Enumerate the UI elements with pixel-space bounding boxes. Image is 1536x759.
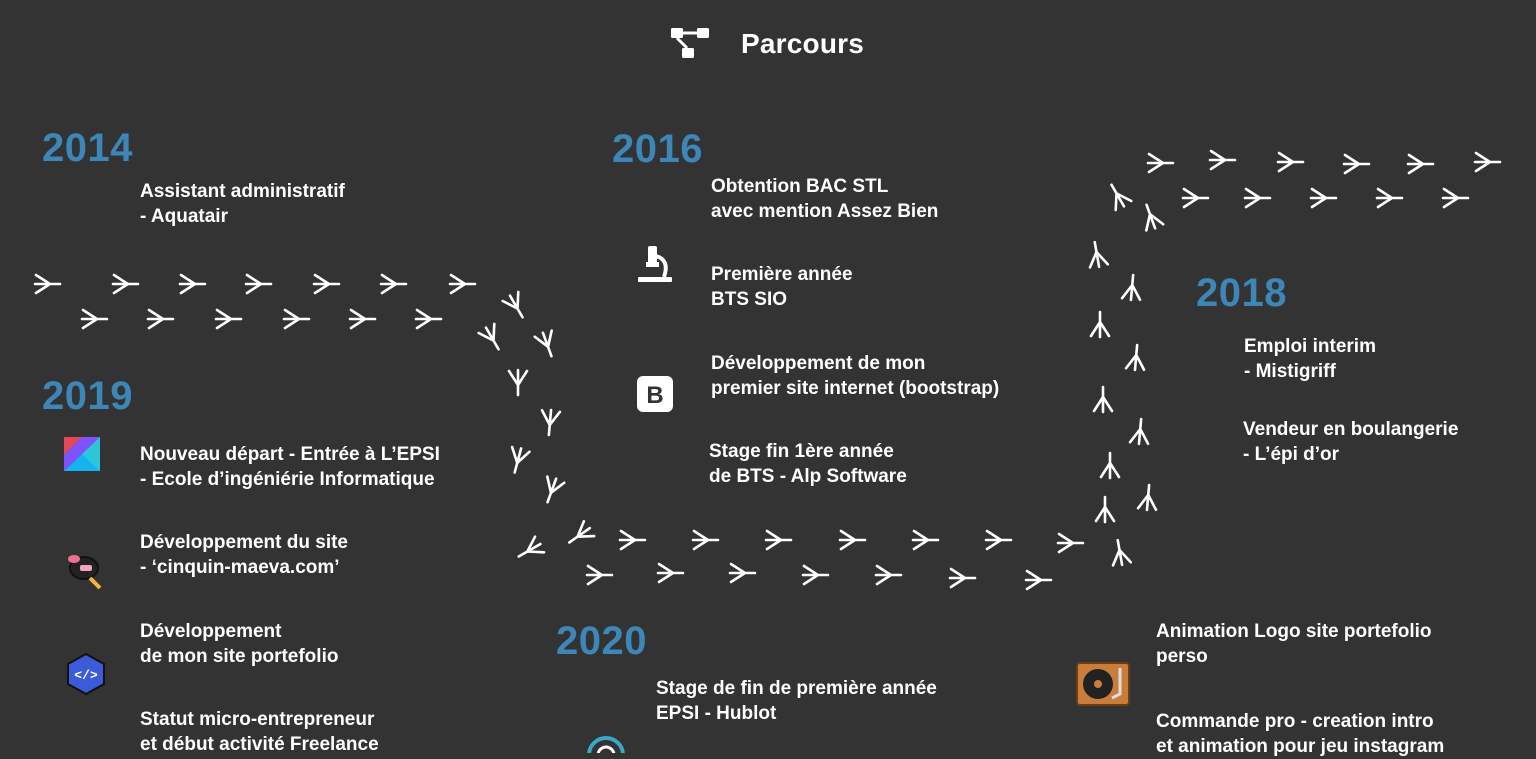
entry-bts-sio: Première année BTS SIO bbox=[711, 264, 853, 310]
bird-footprint-icon bbox=[244, 273, 273, 295]
bird-footprint-icon bbox=[911, 529, 940, 551]
sitemap-icon bbox=[671, 28, 709, 58]
bird-footprint-icon bbox=[691, 529, 720, 551]
bird-footprint-icon bbox=[1375, 187, 1404, 209]
entry-mistigriff: Emploi interim - Mistigriff bbox=[1244, 336, 1376, 382]
entry-stage-hublot: Stage de fin de première année EPSI - Hub… bbox=[656, 678, 937, 724]
bird-footprint-icon bbox=[414, 308, 443, 330]
entry-micro-entrepreneur: Statut micro-entrepreneur et début activi… bbox=[140, 709, 379, 755]
bird-footprint-icon bbox=[1111, 538, 1133, 567]
bird-footprint-icon bbox=[618, 529, 647, 551]
bootstrap-icon: B bbox=[637, 376, 673, 412]
bird-footprint-icon bbox=[1146, 152, 1175, 174]
turntable-icon bbox=[1076, 662, 1130, 706]
entry-boulangerie: Vendeur en boulangerie - L’épi d’or bbox=[1243, 419, 1459, 465]
bird-footprint-icon bbox=[80, 308, 109, 330]
code-icon: </> bbox=[67, 652, 105, 696]
entry-assistant-administratif: Assistant administratif - Aquatair bbox=[140, 181, 345, 227]
bird-footprint-icon bbox=[728, 562, 757, 584]
entry-epsi: Nouveau départ - Entrée à L’EPSI - Ecole … bbox=[140, 444, 440, 490]
svg-text:B: B bbox=[646, 382, 663, 409]
bird-footprint-icon bbox=[1128, 417, 1150, 446]
bird-footprint-icon bbox=[533, 329, 553, 358]
bird-footprint-icon bbox=[1181, 187, 1210, 209]
svg-text:</>: </> bbox=[74, 668, 98, 683]
bird-footprint-icon bbox=[838, 529, 867, 551]
page-title: Parcours bbox=[741, 28, 864, 59]
makeup-icon bbox=[68, 555, 102, 590]
bird-footprint-icon bbox=[1089, 310, 1111, 339]
entry-commande-pro: Commande pro - creation intro et animatio… bbox=[1156, 711, 1445, 757]
microscope-icon bbox=[638, 246, 672, 282]
bird-footprint-icon bbox=[948, 567, 977, 589]
bird-footprint-icon bbox=[585, 564, 614, 586]
year-2016: 2016 bbox=[612, 127, 703, 171]
bird-footprint-icon bbox=[568, 520, 596, 544]
entry-portefolio: Développement de mon site portefolio bbox=[140, 621, 339, 667]
bird-footprint-icon bbox=[507, 368, 529, 397]
bird-footprint-icon bbox=[178, 273, 207, 295]
year-2020: 2020 bbox=[556, 619, 647, 663]
year-2019: 2019 bbox=[42, 374, 133, 418]
bird-footprint-icon bbox=[348, 308, 377, 330]
bird-footprint-icon bbox=[1110, 183, 1133, 212]
bird-footprint-icon bbox=[1088, 240, 1110, 269]
bird-footprint-icon bbox=[801, 564, 830, 586]
year-2018: 2018 bbox=[1196, 271, 1287, 315]
kotlin-icon bbox=[64, 437, 100, 471]
bird-footprint-icon bbox=[448, 273, 477, 295]
bird-footprint-icon bbox=[1056, 532, 1085, 554]
year-2014: 2014 bbox=[42, 126, 133, 170]
bird-footprint-icon bbox=[146, 308, 175, 330]
bird-footprint-icon bbox=[111, 273, 140, 295]
bird-footprint-icon bbox=[1342, 153, 1371, 175]
entry-animation-logo: Animation Logo site portefolio perso bbox=[1156, 621, 1432, 667]
bird-footprint-icon bbox=[874, 564, 903, 586]
bird-footprint-icon bbox=[1094, 495, 1116, 524]
bird-footprint-icon bbox=[510, 445, 531, 474]
bird-footprint-icon bbox=[517, 535, 546, 558]
entry-stage-alp-software: Stage fin 1ère année de BTS - Alp Softwar… bbox=[709, 441, 907, 487]
bird-footprint-icon bbox=[764, 529, 793, 551]
bird-footprint-icon bbox=[1276, 151, 1305, 173]
bird-footprint-icon bbox=[984, 529, 1013, 551]
bird-footprint-icon bbox=[1208, 149, 1237, 171]
bird-footprint-icon bbox=[1243, 187, 1272, 209]
bird-footprint-icon bbox=[1024, 569, 1053, 591]
bird-footprint-icon bbox=[379, 273, 408, 295]
bird-footprint-icon bbox=[546, 475, 566, 504]
bird-footprint-icon bbox=[1309, 187, 1338, 209]
bird-footprint-icon bbox=[1145, 203, 1165, 232]
entry-premier-site: Développement de mon premier site interne… bbox=[711, 353, 1000, 399]
hublot-icon bbox=[587, 736, 625, 753]
entry-cinquin-maeva: Développement du site - ‘cinquin-maeva.co… bbox=[140, 532, 348, 578]
bird-footprint-icon bbox=[1136, 483, 1158, 512]
bird-footprint-icon bbox=[1120, 273, 1142, 302]
bird-footprint-icon bbox=[1092, 385, 1114, 414]
bird-footprint-icon bbox=[477, 322, 500, 351]
bird-footprint-icon bbox=[1473, 151, 1502, 173]
entry-bac-stl: Obtention BAC STL avec mention Assez Bien bbox=[711, 176, 939, 222]
bird-footprint-icon bbox=[33, 273, 62, 295]
bird-footprint-icon bbox=[540, 408, 562, 437]
bird-footprint-icon bbox=[501, 290, 524, 319]
bird-footprint-icon bbox=[1099, 451, 1121, 480]
bird-footprint-icon bbox=[282, 308, 311, 330]
bird-footprint-icon bbox=[1441, 187, 1470, 209]
bird-footprint-icon bbox=[214, 308, 243, 330]
page-header: Parcours bbox=[0, 22, 1536, 66]
bird-footprint-icon bbox=[1406, 153, 1435, 175]
bird-footprint-icon bbox=[1124, 343, 1146, 372]
bird-footprint-icon bbox=[656, 562, 685, 584]
bird-footprint-icon bbox=[312, 273, 341, 295]
